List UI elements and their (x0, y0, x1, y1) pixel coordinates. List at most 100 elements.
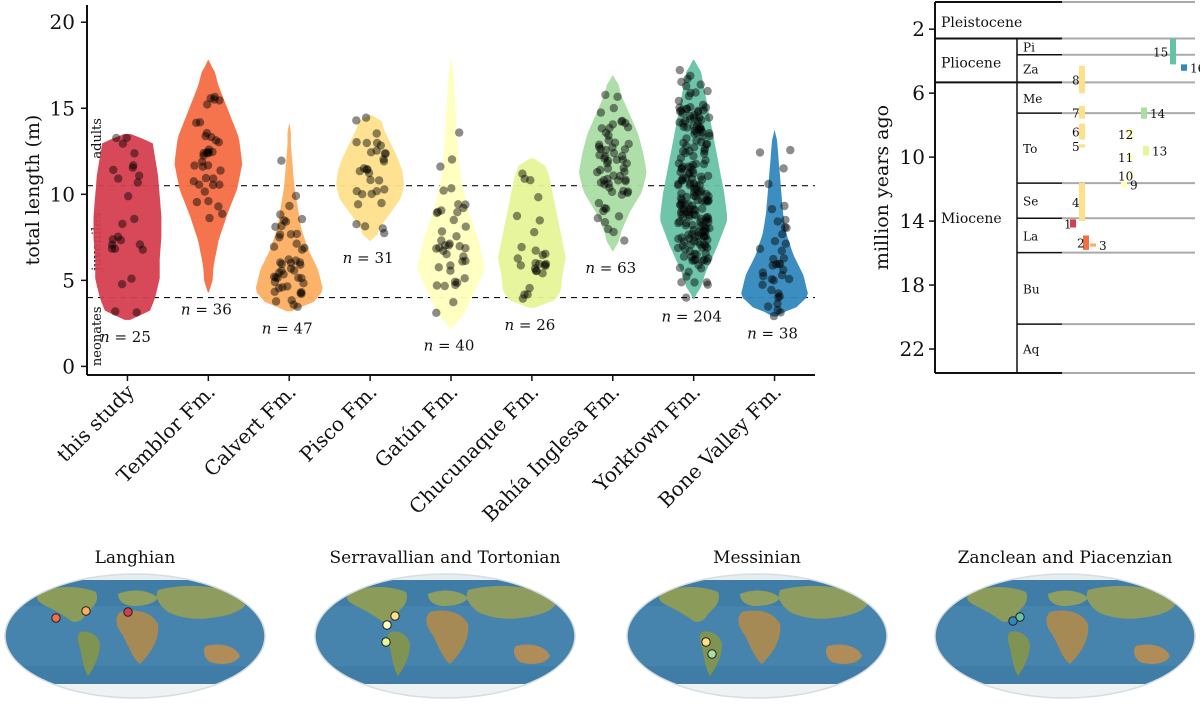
violin-6 (579, 75, 647, 252)
data-point (676, 194, 686, 203)
data-point (682, 293, 691, 302)
data-point (682, 192, 691, 202)
data-point (773, 217, 782, 226)
data-point (704, 215, 713, 224)
map-globe (934, 573, 1196, 699)
data-point (701, 197, 710, 206)
occurrence-label: 1 (1064, 217, 1072, 231)
data-point (593, 168, 602, 177)
data-point (767, 285, 776, 295)
data-point (699, 160, 709, 169)
data-point (453, 278, 462, 287)
data-point (696, 188, 705, 197)
data-point (701, 156, 710, 165)
data-point (690, 278, 699, 287)
sample-size-n: n (661, 307, 671, 325)
data-point (699, 106, 708, 115)
data-point (210, 95, 219, 104)
data-point (685, 168, 694, 177)
data-point (673, 243, 683, 253)
data-point (112, 133, 121, 143)
map-zanclean-piacenzian: Zanclean and Piacenzian (930, 548, 1200, 706)
data-point (702, 140, 711, 149)
data-point (531, 266, 541, 275)
data-point (271, 297, 281, 306)
data-point (461, 200, 470, 209)
occurrence-label: 14 (1150, 107, 1166, 121)
sample-size-value: = 204 (671, 307, 722, 325)
data-point (444, 241, 453, 250)
data-point (682, 104, 692, 113)
data-point (291, 191, 301, 201)
data-point (202, 148, 211, 157)
data-point (380, 149, 390, 158)
data-point (535, 216, 544, 225)
data-point (605, 124, 614, 133)
data-point (538, 250, 547, 260)
data-point (198, 162, 207, 171)
data-point (285, 201, 294, 211)
sample-size-n: n (585, 259, 595, 277)
data-point (702, 257, 712, 266)
data-point (622, 159, 631, 168)
data-point (286, 230, 296, 239)
data-point (685, 146, 694, 156)
data-point (769, 311, 779, 321)
data-point (700, 255, 709, 265)
data-point (696, 123, 705, 132)
ts-tick-label: 6 (912, 81, 925, 105)
data-point (694, 125, 704, 134)
data-point (691, 192, 700, 201)
data-point (689, 210, 699, 219)
data-point (698, 243, 707, 252)
data-point (679, 205, 689, 214)
occurrence-bar (1090, 243, 1096, 247)
data-point (691, 88, 700, 97)
data-point (107, 244, 117, 253)
data-point (295, 258, 305, 267)
data-point (286, 258, 296, 268)
y-tick-label: 10 (50, 182, 75, 206)
occurrence-bar (1127, 128, 1133, 140)
data-point (447, 155, 457, 164)
data-point (205, 213, 214, 223)
data-point (682, 207, 691, 217)
arctic (5, 574, 265, 580)
data-point (296, 260, 305, 269)
data-point (216, 166, 225, 175)
data-point (695, 180, 704, 190)
data-point (461, 222, 470, 231)
data-point (363, 165, 372, 174)
data-point (130, 214, 139, 224)
data-point (784, 274, 794, 284)
data-point (675, 118, 684, 127)
data-point (678, 147, 688, 156)
data-point (686, 112, 695, 121)
data-point (361, 113, 371, 122)
sample-size-label: n = 26 (504, 316, 555, 334)
data-point (277, 259, 286, 269)
data-point (674, 218, 683, 228)
data-point (689, 236, 698, 246)
locality-point (390, 611, 400, 621)
ts-tick-label: 10 (900, 145, 925, 169)
data-point (692, 136, 701, 145)
data-point (439, 186, 448, 195)
data-point (690, 249, 699, 259)
data-point (769, 254, 778, 264)
data-point (690, 256, 699, 265)
data-point (358, 190, 367, 199)
antarctica (935, 684, 1195, 698)
data-point (676, 153, 686, 163)
data-point (703, 280, 712, 289)
locality-point (1015, 612, 1025, 622)
data-point (600, 218, 610, 227)
data-point (596, 108, 606, 117)
data-point (204, 145, 214, 154)
zone-label: neonates (90, 306, 105, 366)
occurrence-label: 4 (1072, 196, 1080, 210)
occurrence-label: 2 (1077, 237, 1085, 251)
data-point (209, 174, 218, 183)
data-point (701, 241, 710, 251)
